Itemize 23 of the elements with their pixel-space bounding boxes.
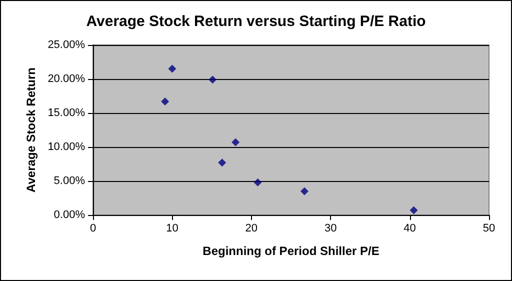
- x-tick-label: 20: [245, 222, 258, 234]
- point: [254, 178, 262, 186]
- y-tick-label: 15.00%: [48, 107, 86, 119]
- y-tick-label: 20.00%: [48, 73, 86, 85]
- point: [300, 187, 308, 196]
- x-tick-label: 50: [482, 222, 496, 234]
- y-tick-label: 5.00%: [54, 175, 86, 187]
- point: [218, 158, 226, 167]
- y-tick-label: 25.00%: [48, 39, 86, 51]
- point: [161, 97, 170, 106]
- point: [208, 76, 217, 84]
- x-tick-label: 10: [166, 222, 178, 234]
- y-tick-label: 0.00%: [54, 209, 86, 221]
- y-axis-title: Average Stock Return: [24, 68, 38, 192]
- x-tick-label: 30: [324, 222, 337, 234]
- x-tick-label: 40: [404, 222, 416, 234]
- x-tick-label: 0: [90, 222, 96, 234]
- point: [232, 138, 240, 146]
- x-axis-title: Beginning of Period Shiller P/E: [202, 244, 380, 258]
- chart-title: Average Stock Return versus Starting P/E Ratio: [86, 13, 426, 30]
- point: [168, 64, 176, 73]
- point: [410, 206, 418, 214]
- y-tick-label: 10.00%: [48, 141, 86, 153]
